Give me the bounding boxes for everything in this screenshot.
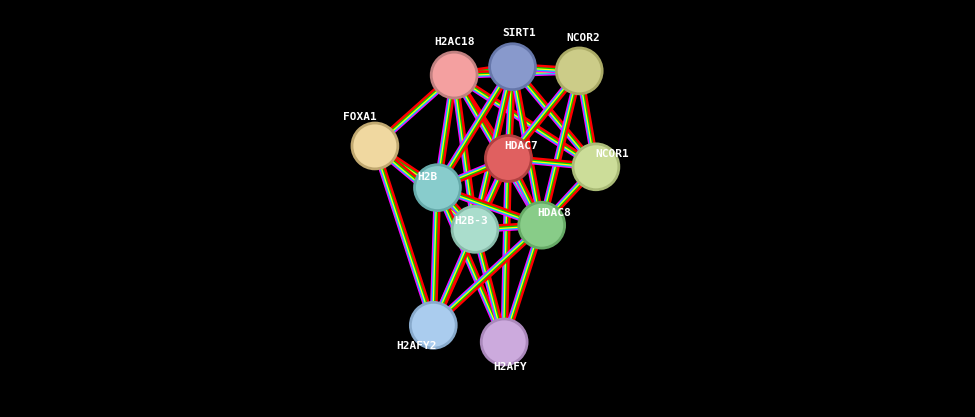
Circle shape xyxy=(519,202,565,248)
Circle shape xyxy=(452,206,498,252)
Circle shape xyxy=(557,48,603,94)
Text: HDAC7: HDAC7 xyxy=(504,141,538,151)
Circle shape xyxy=(482,319,527,365)
Text: SIRT1: SIRT1 xyxy=(502,28,535,38)
Circle shape xyxy=(414,165,460,211)
Text: H2B-3: H2B-3 xyxy=(454,216,488,226)
Circle shape xyxy=(431,52,477,98)
Text: HDAC8: HDAC8 xyxy=(537,208,571,218)
Circle shape xyxy=(486,136,531,181)
Text: H2AC18: H2AC18 xyxy=(434,37,475,47)
Text: FOXA1: FOXA1 xyxy=(343,112,377,122)
Circle shape xyxy=(489,44,535,90)
Text: H2AFY2: H2AFY2 xyxy=(397,341,437,351)
Text: H2B: H2B xyxy=(417,172,437,182)
Text: NCOR2: NCOR2 xyxy=(566,33,601,43)
Circle shape xyxy=(410,302,456,348)
Text: H2AFY: H2AFY xyxy=(493,362,527,372)
Circle shape xyxy=(573,144,619,190)
Circle shape xyxy=(352,123,398,169)
Text: NCOR1: NCOR1 xyxy=(596,149,630,159)
